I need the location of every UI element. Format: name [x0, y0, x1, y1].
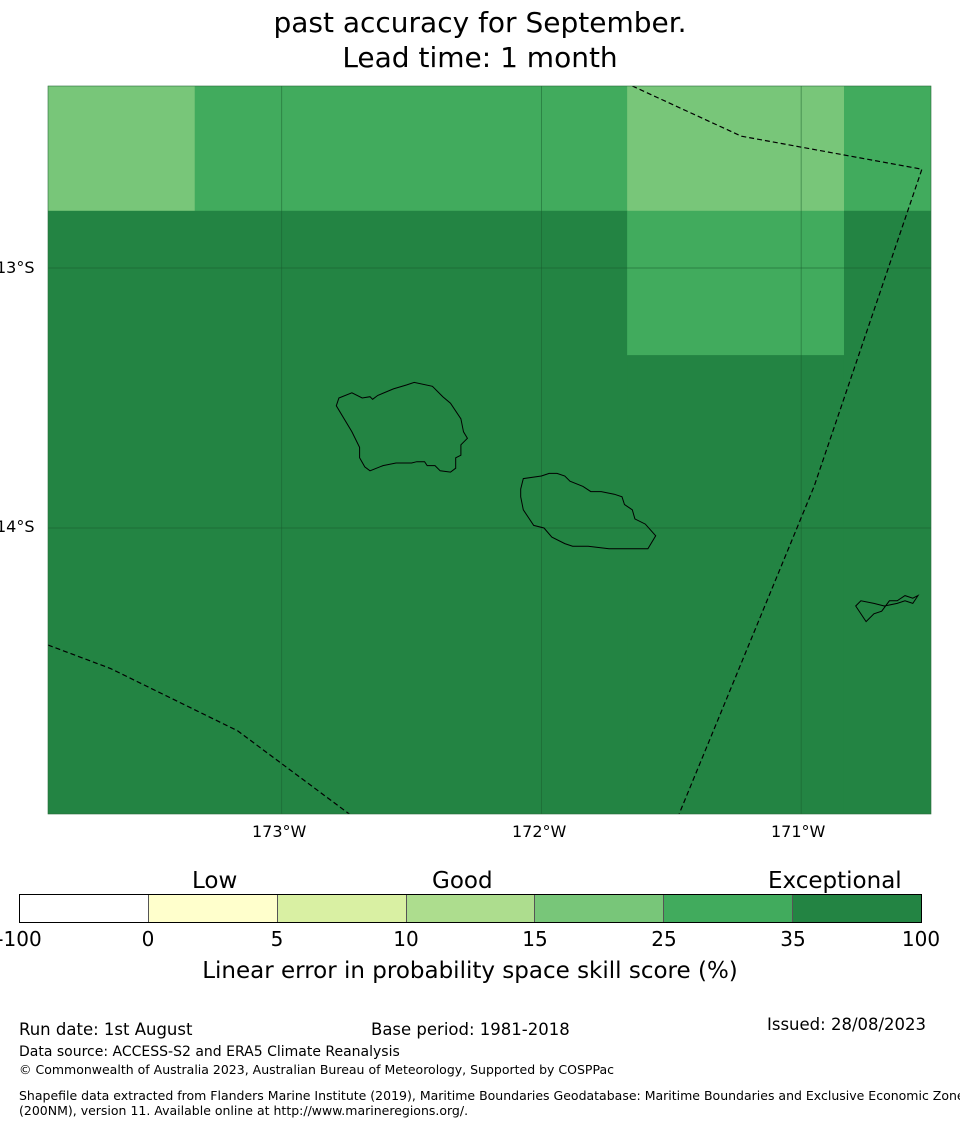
colorbar-segment	[535, 895, 665, 922]
island-outline	[520, 472, 657, 550]
skill-cell	[627, 86, 845, 212]
colorbar-tick: 15	[522, 927, 548, 951]
island-outline	[855, 594, 920, 623]
skill-cell	[627, 355, 845, 814]
islands	[335, 381, 920, 623]
skill-cell	[627, 210, 845, 356]
shapefile-credit-2: (200NM), version 11. Available online at…	[19, 1103, 469, 1118]
lon-label-172w: 172°W	[512, 822, 567, 841]
colorbar-tick: -100	[0, 927, 42, 951]
eez-boundary	[48, 644, 350, 814]
skill-cell	[48, 210, 628, 814]
issued-date: Issued: 28/08/2023	[767, 1015, 927, 1034]
base-period: Base period: 1981-2018	[371, 1020, 570, 1039]
skill-cell	[48, 86, 196, 212]
map	[47, 85, 932, 815]
skill-cell	[194, 86, 628, 212]
colorbar-tick: 10	[393, 927, 419, 951]
colorbar-tick: 35	[780, 927, 806, 951]
maritime-boundaries	[48, 86, 923, 814]
colorbar-category-good: Good	[432, 868, 493, 894]
lon-label-173w: 173°W	[252, 822, 307, 841]
colorbar-segment	[148, 895, 278, 922]
copyright: © Commonwealth of Australia 2023, Austra…	[19, 1062, 614, 1077]
colorbar-segment	[277, 895, 407, 922]
colorbar-category-exceptional: Exceptional	[768, 868, 902, 894]
eez-boundary	[632, 86, 923, 814]
skill-cell	[843, 210, 931, 814]
colorbar	[19, 894, 922, 923]
colorbar-tick: 0	[141, 927, 155, 951]
island-outline	[335, 381, 469, 473]
skill-grid	[48, 86, 931, 814]
colorbar-segment	[20, 895, 149, 922]
run-date: Run date: 1st August	[19, 1020, 193, 1039]
data-source: Data source: ACCESS-S2 and ERA5 Climate …	[19, 1044, 400, 1060]
colorbar-segment	[664, 895, 794, 922]
title-line-3: Lead time: 1 month	[342, 41, 618, 74]
colorbar-segment	[406, 895, 536, 922]
skill-cell	[843, 86, 931, 212]
colorbar-tick: 25	[651, 927, 677, 951]
lat-label-14s: 14°S	[0, 517, 35, 536]
shapefile-credit-1: Shapefile data extracted from Flanders M…	[19, 1088, 960, 1103]
lon-label-171w: 171°W	[771, 822, 826, 841]
title-line-2: past accuracy for September.	[273, 6, 687, 39]
colorbar-label: Linear error in probability space skill …	[202, 958, 738, 984]
lat-label-13s: 13°S	[0, 258, 35, 277]
colorbar-segment	[793, 895, 922, 922]
map-frame	[47, 85, 932, 815]
colorbar-tick: 5	[270, 927, 284, 951]
graticule	[48, 86, 931, 814]
colorbar-category-low: Low	[192, 868, 238, 894]
colorbar-tick: 100	[901, 927, 941, 951]
